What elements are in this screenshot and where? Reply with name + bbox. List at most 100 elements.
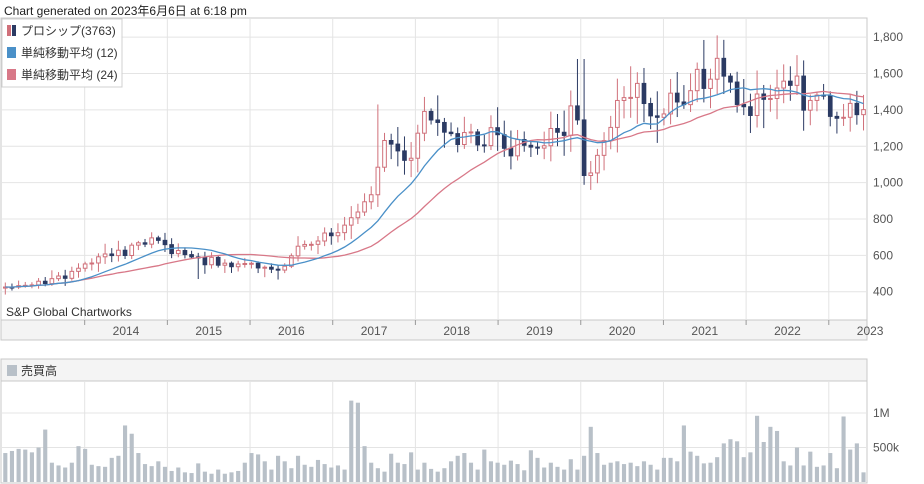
volume-bar	[841, 416, 846, 482]
volume-bar	[322, 464, 327, 482]
candle	[408, 142, 414, 178]
volume-bar	[362, 446, 367, 482]
volume-bar	[289, 468, 294, 482]
candle-body-up	[375, 166, 381, 196]
candle	[581, 59, 587, 185]
candle-body-down	[442, 121, 447, 133]
volume-bar	[202, 471, 207, 482]
candle-body-down	[528, 144, 534, 148]
candle-body-down	[189, 254, 194, 258]
candle-body-up	[235, 263, 241, 268]
candle-body-up	[129, 244, 135, 256]
volume-bar	[695, 455, 700, 482]
volume-ytick-label: 1M	[873, 406, 890, 420]
candle	[402, 136, 407, 175]
candle	[136, 240, 141, 251]
volume-bar	[16, 448, 21, 482]
volume-bar	[728, 439, 733, 482]
volume-bar	[409, 452, 414, 482]
volume-bar	[721, 443, 726, 482]
volume-bar	[675, 461, 680, 482]
candle	[708, 68, 713, 109]
candle	[322, 227, 327, 247]
candle	[481, 134, 487, 153]
volume-bar	[122, 425, 128, 482]
candle-body-up	[708, 78, 713, 89]
candle	[528, 140, 534, 158]
candle-body-up	[368, 194, 374, 203]
volume-bar	[468, 462, 474, 482]
candle-body-up	[595, 154, 600, 174]
candle	[847, 94, 853, 132]
candle-body-up	[541, 145, 547, 149]
volume-bar	[535, 457, 540, 482]
volume-bar	[295, 455, 301, 482]
candle	[395, 127, 401, 167]
price-ytick-label: 600	[873, 248, 893, 262]
volume-bar	[422, 462, 427, 482]
volume-bar	[236, 470, 241, 482]
volume-bar	[355, 402, 360, 482]
volume-bar	[249, 453, 254, 482]
candle-body-up	[847, 102, 853, 118]
candle	[475, 129, 480, 152]
candle	[295, 236, 301, 262]
candle	[841, 103, 846, 126]
candle-body-up	[628, 96, 634, 99]
xtick-label: 2020	[609, 324, 636, 338]
candle	[661, 108, 667, 126]
candle-body-up	[342, 224, 347, 234]
candle-body-up	[302, 243, 308, 247]
candle-body-down	[788, 80, 793, 86]
volume-legend-label: 売買高	[21, 363, 57, 378]
volume-bar	[149, 466, 154, 482]
volume-bar	[229, 472, 234, 482]
candle-body-up	[175, 250, 181, 255]
volume-bar	[182, 472, 187, 482]
volume-bar	[242, 462, 247, 482]
candle	[255, 261, 261, 274]
volume-bar	[129, 433, 134, 482]
candle-body-down	[455, 133, 461, 146]
candle-body-up	[96, 256, 101, 264]
volume-bar	[748, 452, 753, 482]
volume-bar	[76, 446, 81, 482]
candle-body-up	[76, 267, 81, 272]
candle-body-down	[641, 82, 647, 105]
candle-body-down	[508, 147, 514, 157]
candle	[555, 113, 560, 147]
candle-body-down	[555, 128, 560, 133]
candle-body-up	[807, 99, 813, 111]
candle	[262, 265, 268, 278]
volume-bar	[715, 457, 720, 482]
legend-ma24-icon	[7, 69, 16, 80]
volume-bar	[156, 461, 161, 482]
candle-body-down	[229, 262, 234, 268]
candle	[315, 236, 321, 255]
volume-bar	[755, 415, 760, 482]
volume-bar	[628, 462, 633, 482]
candle-body-down	[481, 144, 487, 147]
legend-label-ma24: 単純移動平均 (24)	[21, 68, 118, 82]
candle-body-up	[262, 266, 268, 269]
candle	[155, 235, 161, 244]
volume-bar	[49, 462, 54, 482]
candle-body-up	[242, 263, 248, 266]
candle-body-up	[102, 253, 108, 258]
volume-bar	[29, 452, 34, 482]
candle-body-down	[182, 250, 188, 256]
volume-bar	[741, 457, 746, 482]
candle	[422, 96, 427, 142]
candle	[116, 240, 121, 262]
candle	[89, 258, 95, 271]
candle-body-up	[249, 262, 254, 265]
candle-body-down	[155, 237, 161, 241]
candle-body-down	[62, 275, 68, 279]
source-label: S&P Global Chartworks	[6, 305, 132, 319]
candle	[448, 122, 454, 137]
price-legend: プロシップ(3763) 単純移動平均 (12) 単純移動平均 (24)	[1, 18, 123, 88]
volume-bar	[369, 462, 374, 482]
volume-bar	[382, 471, 387, 482]
candle	[714, 35, 720, 95]
volume-bar	[582, 455, 587, 482]
